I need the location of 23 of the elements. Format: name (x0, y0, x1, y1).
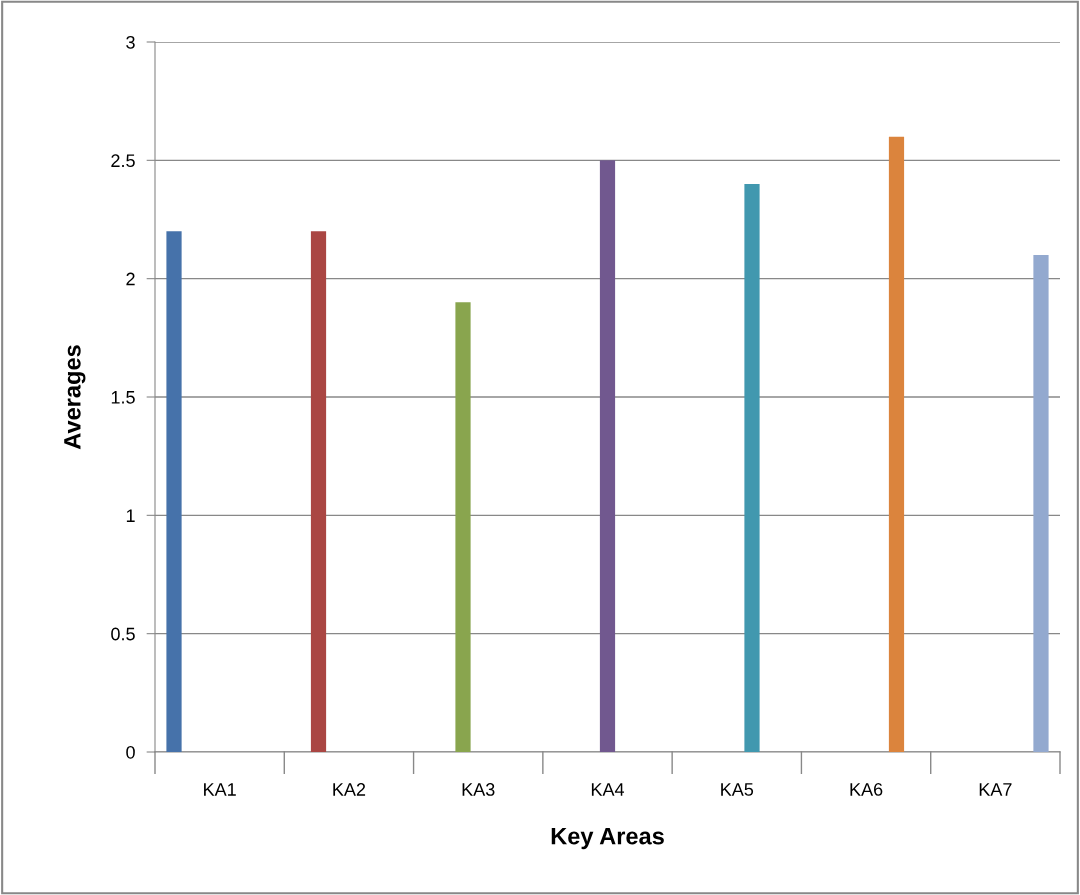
y-tick-label: 2.5 (111, 154, 135, 168)
x-tick-label: KA2 (333, 783, 366, 796)
y-tick-label: 0.5 (111, 627, 135, 641)
y-tick-label: 0 (126, 745, 135, 759)
x-tick-label: KA4 (591, 783, 625, 796)
y-tick-label: 2 (126, 272, 135, 286)
x-axis-title: Key Areas (551, 828, 664, 850)
x-tick-label: KA6 (850, 783, 883, 796)
x-tick-label: KA3 (462, 783, 495, 796)
x-tick-label: KA7 (979, 783, 1012, 796)
bar (1033, 255, 1049, 752)
bar (599, 160, 616, 752)
bar (744, 184, 760, 752)
y-tick-label: 1.5 (111, 391, 135, 404)
y-axis-title: Averages (64, 345, 86, 450)
x-tick-label: KA5 (721, 783, 754, 796)
x-tick-label: KA1 (204, 783, 236, 796)
y-tick-label: 3 (126, 35, 135, 49)
y-tick-label: 1 (126, 509, 135, 522)
bar (166, 231, 182, 752)
bar (310, 231, 327, 752)
bar (455, 302, 471, 752)
bar (888, 136, 905, 752)
